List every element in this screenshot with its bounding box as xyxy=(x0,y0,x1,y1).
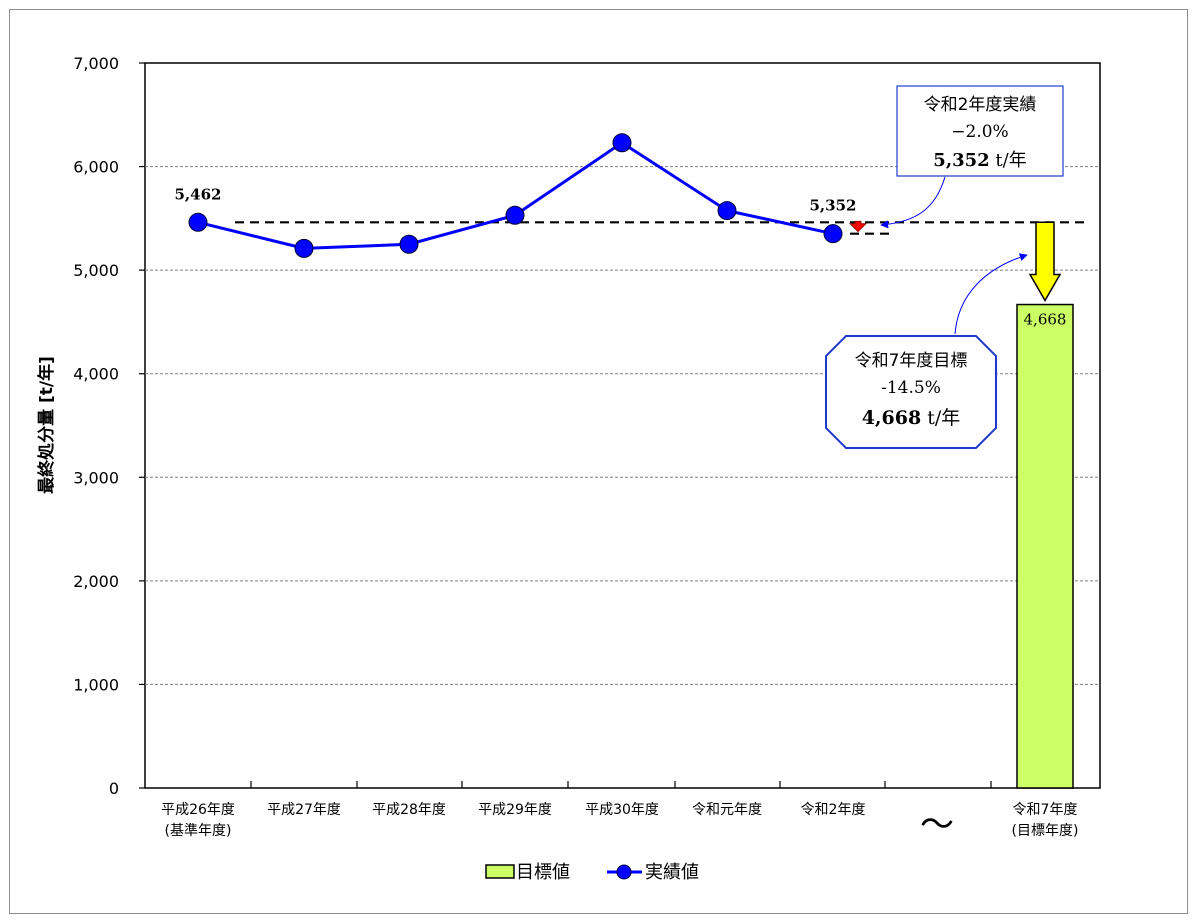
target-bar xyxy=(1016,303,1074,789)
x-axis-ticks: 平成26年度 (基準年度) 平成27年度 平成28年度 平成29年度 平成30年度 令和元年… xyxy=(161,781,1078,839)
legend-marker-actual xyxy=(616,864,632,880)
target-callout-pointer xyxy=(954,253,1028,335)
actual-point xyxy=(505,205,525,225)
bar-data-label: 4,668 xyxy=(1024,311,1067,329)
actual-point xyxy=(717,201,737,221)
data-labels: 5,462 5,352 4,668 xyxy=(175,185,1067,328)
y-tick-label: 4,000 xyxy=(73,365,119,384)
actual-point xyxy=(399,234,419,254)
y-tick-label: 5,000 xyxy=(73,261,119,280)
target-bars xyxy=(1016,303,1074,789)
target-reduction-arrow xyxy=(1028,221,1062,303)
y-tick-label: 3,000 xyxy=(73,468,119,487)
legend-swatch-target xyxy=(485,864,515,879)
y-tick-label: 1,000 xyxy=(73,675,119,694)
y-axis-label: 最終処分量 [t/年] xyxy=(36,356,57,494)
actual-point xyxy=(612,133,632,153)
x-tick-label: 平成30年度 xyxy=(585,802,659,818)
target-callout-rate: -14.5% xyxy=(881,378,941,398)
y-tick-label: 7,000 xyxy=(73,54,119,73)
actual-point xyxy=(188,212,208,232)
target-callout-box xyxy=(825,335,997,449)
y-axis-ticks: 0 1,000 2,000 3,000 4,000 5,000 6,000 7,000 xyxy=(73,54,145,798)
x-tick-label: (基準年度) xyxy=(165,822,232,839)
axis-break-symbol: 〜 xyxy=(920,805,954,845)
actual-point xyxy=(823,224,843,244)
target-callout-title: 令和7年度目標 xyxy=(855,351,968,371)
x-tick-label: 令和2年度 xyxy=(801,802,866,818)
actual-callout: 令和2年度実績 −2.0% 5,352 t/年 xyxy=(880,85,1064,229)
actual-callout-unit: t/年 xyxy=(990,150,1027,171)
target-callout-amount: 4,668 t/年 xyxy=(862,407,961,429)
actual-callout-amount: 5,352 t/年 xyxy=(933,150,1026,171)
target-callout-value: 4,668 xyxy=(862,407,922,429)
x-tick-label: 平成26年度 xyxy=(161,802,235,818)
actual-callout-title: 令和2年度実績 xyxy=(924,95,1037,115)
x-tick-label: 令和7年度 xyxy=(1013,802,1078,818)
actual-callout-box xyxy=(896,85,1064,177)
target-callout-unit: t/年 xyxy=(921,407,960,429)
reference-line xyxy=(235,221,1085,235)
y-tick-label: 6,000 xyxy=(73,158,119,177)
actual-callout-rate: −2.0% xyxy=(951,122,1008,142)
point-data-label: 5,352 xyxy=(810,197,857,215)
x-tick-label: 平成28年度 xyxy=(372,802,446,818)
y-tick-label: 0 xyxy=(109,779,119,798)
arrows xyxy=(849,220,1062,303)
legend-label-target: 目標値 xyxy=(516,862,570,883)
actual-point xyxy=(294,238,314,258)
y-tick-label: 2,000 xyxy=(73,572,119,591)
x-tick-label: 平成29年度 xyxy=(478,802,552,818)
target-callout: 令和7年度目標 -14.5% 4,668 t/年 xyxy=(825,253,1028,449)
legend-label-actual: 実績値 xyxy=(645,862,699,883)
actual-line xyxy=(188,133,843,258)
x-tick-label: 令和元年度 xyxy=(692,802,762,818)
actual-reduction-arrow xyxy=(849,220,867,233)
point-data-label: 5,462 xyxy=(175,185,222,203)
legend: 目標値 実績値 xyxy=(485,862,699,883)
actual-callout-pointer xyxy=(880,176,946,229)
x-tick-label: 平成27年度 xyxy=(267,802,341,818)
actual-callout-value: 5,352 xyxy=(933,150,989,171)
x-tick-label: (目標年度) xyxy=(1012,823,1079,839)
